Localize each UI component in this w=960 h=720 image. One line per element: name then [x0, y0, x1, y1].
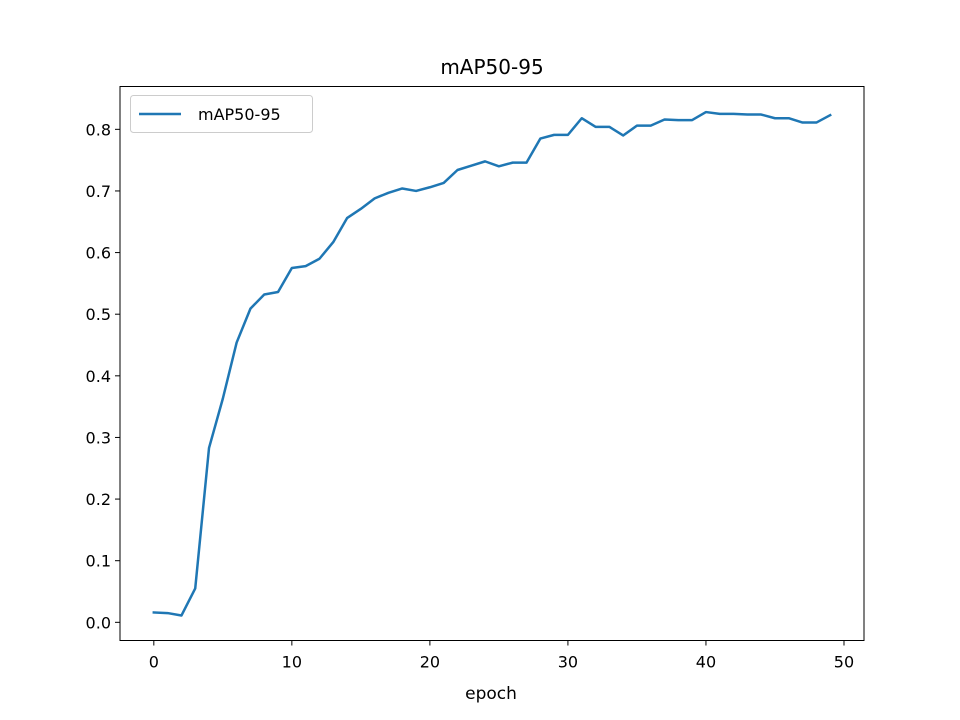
legend-label-mAP50-95: mAP50-95 — [198, 105, 281, 124]
x-axis-title: epoch — [465, 684, 517, 704]
x-tick-label: 30 — [558, 653, 578, 672]
x-tick-label: 40 — [696, 653, 716, 672]
y-tick-label: 0.3 — [86, 428, 111, 447]
x-axis-ticks: 0 10 20 30 40 50 — [149, 640, 854, 672]
y-tick-label: 0.2 — [86, 490, 111, 509]
x-tick-label: 10 — [282, 653, 302, 672]
y-tick-label: 0.6 — [86, 244, 111, 263]
y-tick-label: 0.0 — [86, 613, 111, 632]
legend-box — [130, 95, 313, 133]
x-tick-label: 20 — [420, 653, 440, 672]
chart-title: mAP50-95 — [440, 55, 543, 79]
series-line-mAP50-95 — [152, 110, 832, 617]
x-tick-label: 50 — [834, 653, 854, 672]
y-tick-label: 0.4 — [86, 367, 111, 386]
y-tick-label: 0.7 — [86, 182, 111, 201]
y-tick-label: 0.5 — [86, 305, 111, 324]
plot-frame — [119, 86, 865, 641]
legend: mAP50-95 — [130, 95, 313, 133]
x-tick-label: 0 — [149, 653, 159, 672]
y-tick-label: 0.1 — [86, 552, 111, 571]
y-tick-label: 0.8 — [86, 120, 111, 139]
y-axis-ticks: 0.0 0.1 0.2 0.3 0.4 0.5 0.6 0.7 0.8 — [86, 120, 120, 632]
series-layer — [152, 110, 832, 617]
